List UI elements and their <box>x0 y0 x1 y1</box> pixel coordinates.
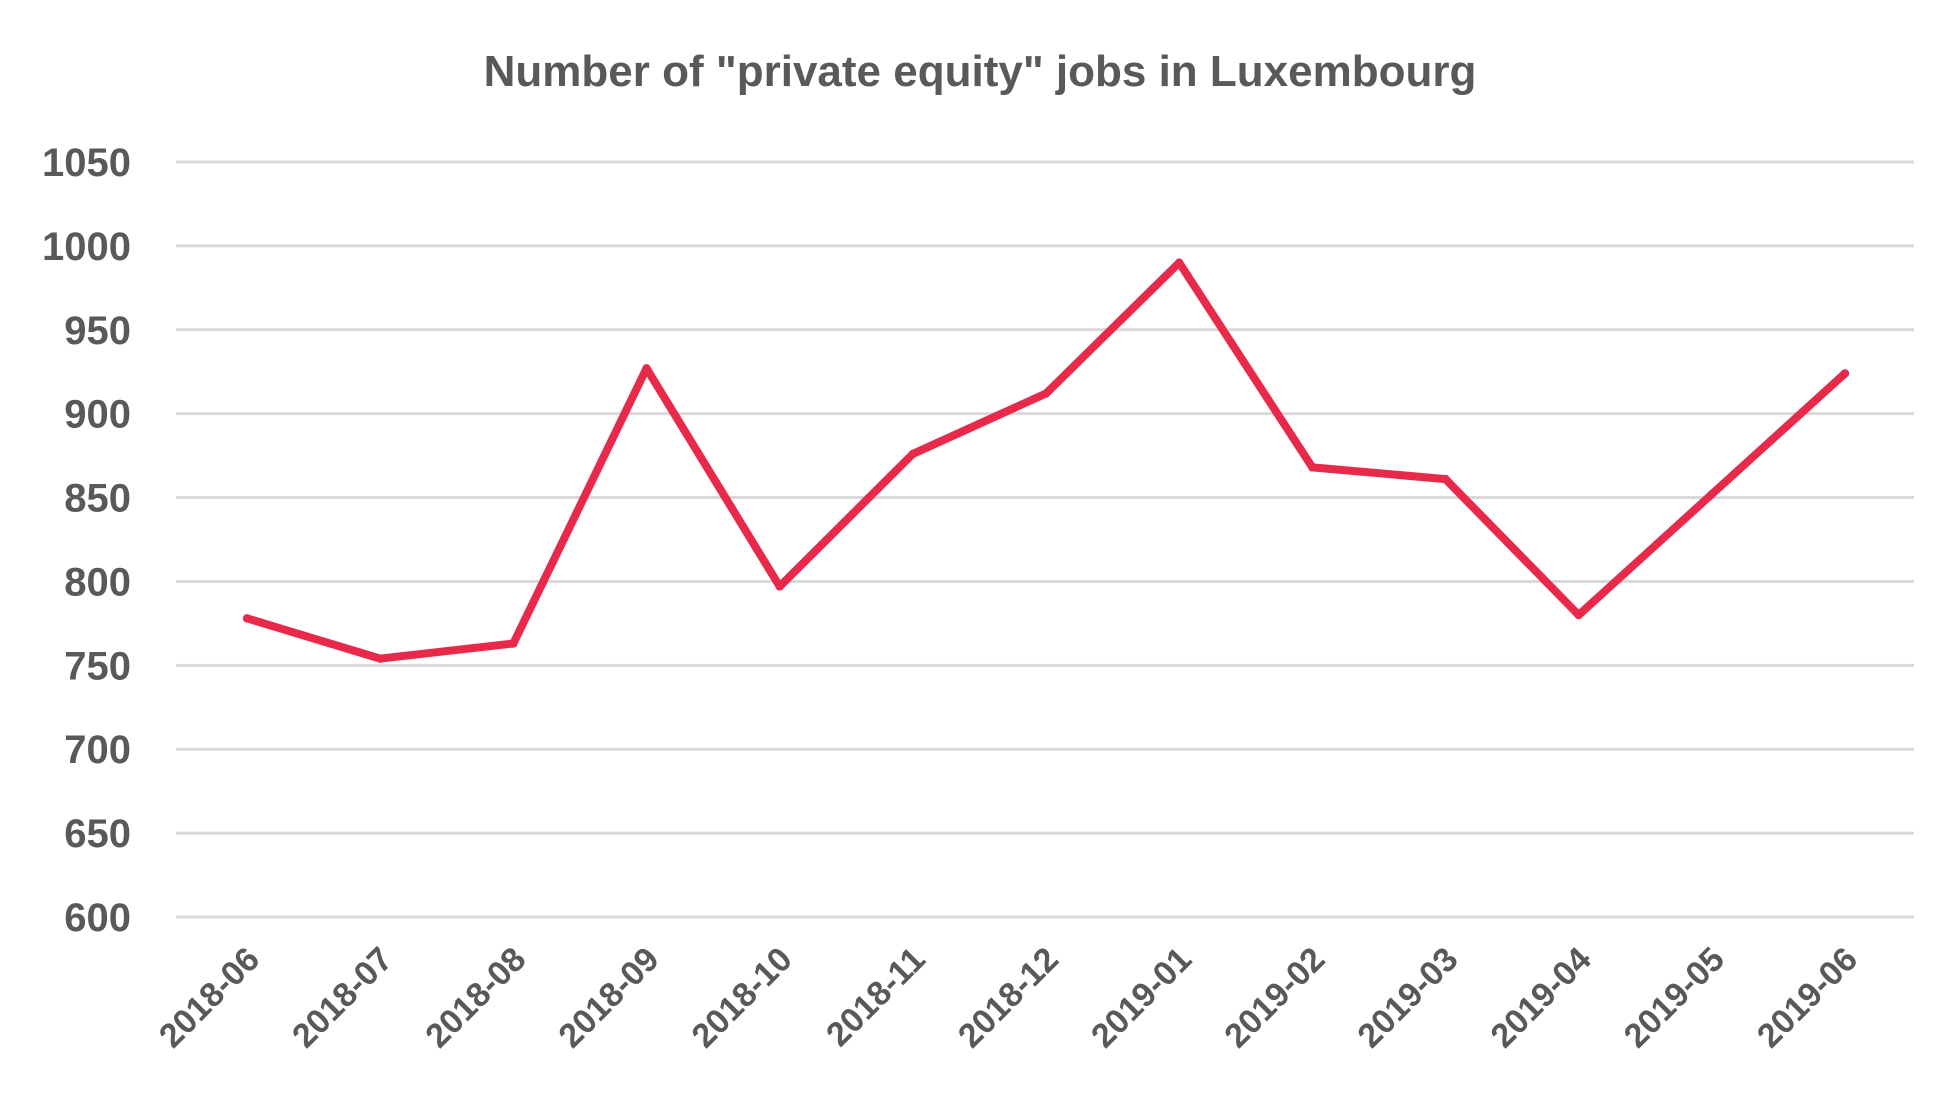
x-tick-label-2019-03: 2019-03 <box>1350 940 1465 1055</box>
x-tick-group-2018-12: 2018-12 <box>951 940 1066 1055</box>
series-line-segment-2018-11-to-2018-12 <box>908 389 1050 458</box>
series-line-segment-2019-02-to-2019-03 <box>1308 463 1450 484</box>
x-tick-label-2018-07: 2018-07 <box>285 940 400 1055</box>
y-tick-label-900: 900 <box>64 393 131 437</box>
y-tick-label-850: 850 <box>64 477 131 521</box>
data-point-2018-07 <box>375 654 385 663</box>
x-tick-label-2019-06: 2019-06 <box>1750 940 1865 1055</box>
y-tick-label-650: 650 <box>64 812 131 856</box>
x-tick-label-2018-11: 2018-11 <box>819 940 933 1054</box>
y-tick-label-750: 750 <box>64 644 131 688</box>
y-axis: 600 650 700 750 800 850 900 950 1000 1050 <box>42 141 131 940</box>
data-point-2018-08 <box>509 639 518 648</box>
x-tick-label-2019-04: 2019-04 <box>1484 940 1599 1055</box>
x-tick-group-2019-06: 2019-06 <box>1750 940 1865 1055</box>
series-line-segment-2019-01-to-2019-02 <box>1175 258 1317 472</box>
data-point-2018-12 <box>1041 389 1051 398</box>
y-tick-label-1000: 1000 <box>42 225 131 269</box>
data-point-2019-03 <box>1441 474 1450 484</box>
x-tick-group-2019-04: 2019-04 <box>1484 940 1599 1055</box>
series-line-segment-2018-10-to-2018-11 <box>775 449 917 591</box>
data-point-2019-06 <box>1840 369 1850 378</box>
y-tick-label-800: 800 <box>64 560 131 604</box>
data-point-2018-11 <box>908 449 918 459</box>
y-tick-label-950: 950 <box>64 309 131 353</box>
x-tick-group-2019-03: 2019-03 <box>1350 940 1465 1055</box>
x-tick-label-2018-10: 2018-10 <box>685 940 800 1055</box>
series-line-segment-2018-12-to-2019-01 <box>1042 258 1184 398</box>
gridlines <box>176 160 1914 919</box>
data-point-2019-04 <box>1574 610 1583 620</box>
x-tick-group-2018-11: 2018-11 <box>819 940 933 1054</box>
y-tick-label-1050: 1050 <box>42 141 131 185</box>
data-point-2019-02 <box>1308 463 1317 472</box>
chart-title: Number of "private equity" jobs in Luxem… <box>484 47 1477 96</box>
x-tick-group-2019-05: 2019-05 <box>1617 940 1732 1055</box>
x-tick-group-2019-02: 2019-02 <box>1217 940 1332 1055</box>
y-tick-label-700: 700 <box>64 728 131 772</box>
x-tick-label-2018-12: 2018-12 <box>951 940 1066 1055</box>
x-tick-group-2018-07: 2018-07 <box>285 940 400 1055</box>
x-tick-group-2019-01: 2019-01 <box>1084 940 1199 1055</box>
x-tick-group-2018-09: 2018-09 <box>551 940 666 1055</box>
series-line-segment-2019-03-to-2019-04 <box>1441 475 1583 619</box>
x-tick-label-2018-06: 2018-06 <box>152 940 267 1055</box>
series-line-segment-2019-05-to-2019-06 <box>1707 369 1849 499</box>
x-tick-group-2018-06: 2018-06 <box>152 940 267 1055</box>
series-line-segment-2018-07-to-2018-08 <box>376 639 518 663</box>
x-tick-label-2019-05: 2019-05 <box>1617 940 1732 1055</box>
series-line-segment-2018-09-to-2018-10 <box>642 364 784 591</box>
series-line-segment-2019-04-to-2019-05 <box>1574 490 1716 619</box>
series-line-segment-2018-06-to-2018-07 <box>243 614 385 663</box>
data-point-2018-10 <box>775 582 784 591</box>
series-line-segment-2018-08-to-2018-09 <box>509 364 651 648</box>
x-tick-group-2018-10: 2018-10 <box>685 940 800 1055</box>
x-tick-label-2018-09: 2018-09 <box>551 940 666 1055</box>
x-tick-group-2018-08: 2018-08 <box>418 940 533 1055</box>
x-tick-label-2019-01: 2019-01 <box>1084 940 1199 1055</box>
x-axis: 2018-06 2018-07 2018-08 2018-09 2018-10 2018-… <box>152 940 1865 1055</box>
x-tick-label-2018-08: 2018-08 <box>418 940 533 1055</box>
data-point-2019-05 <box>1707 490 1717 499</box>
y-tick-label-600: 600 <box>64 896 131 940</box>
data-point-2018-06 <box>242 614 252 623</box>
data-point-2018-09 <box>642 364 651 373</box>
data-point-2019-01 <box>1174 258 1184 267</box>
series-layer <box>242 258 1850 663</box>
x-tick-label-2019-02: 2019-02 <box>1217 940 1332 1055</box>
